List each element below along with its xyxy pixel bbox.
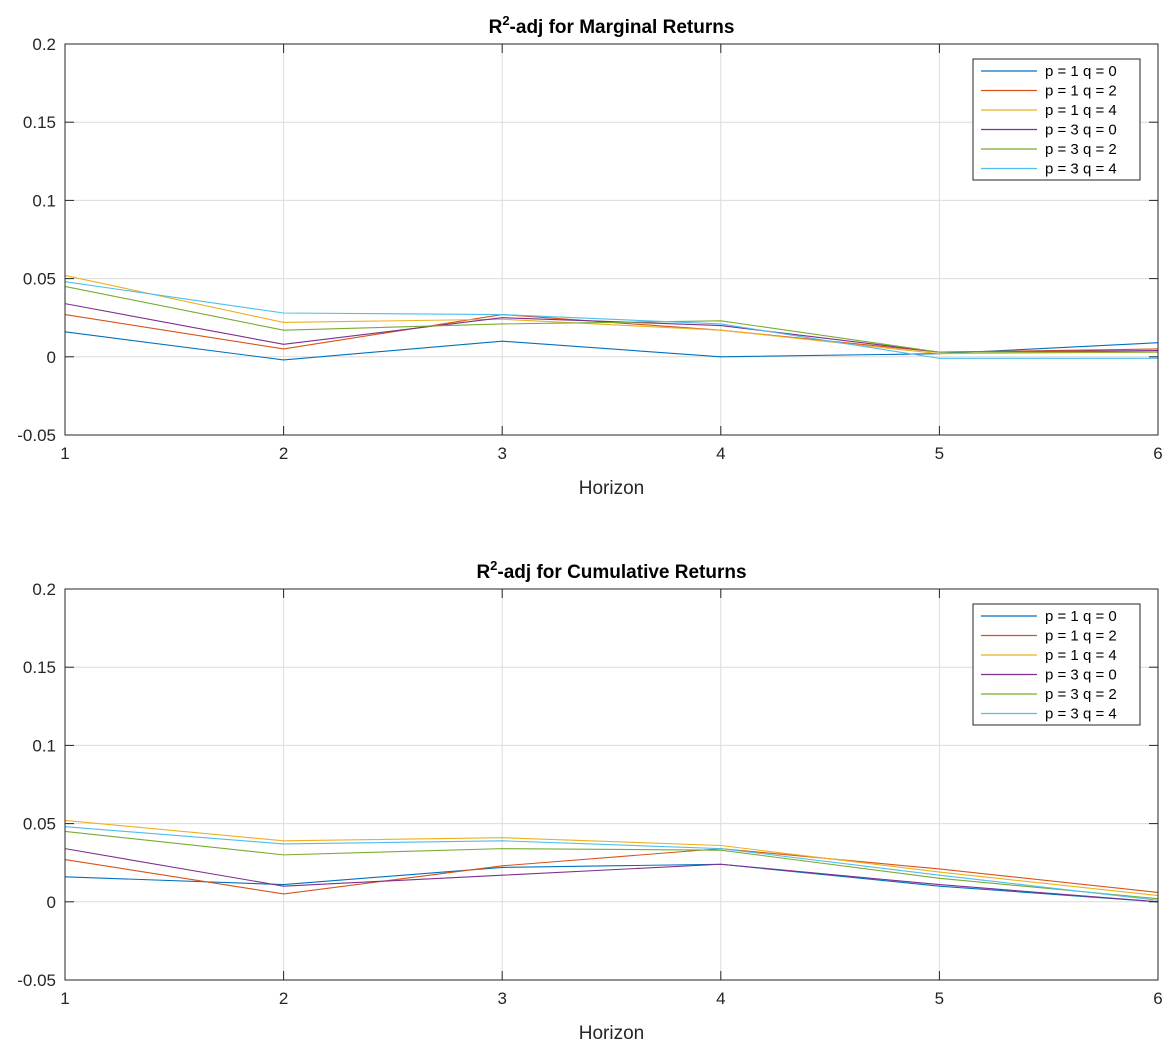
y-tick-label: 0.1 bbox=[32, 736, 56, 755]
chart-title: R2-adj for Cumulative Returns bbox=[476, 558, 746, 583]
series-line-1 bbox=[64, 863, 1159, 903]
legend: p = 1 q = 0 p = 1 q = 2 p = 1 q = 4 p = 3 q… bbox=[972, 603, 1141, 726]
legend-box bbox=[972, 603, 1141, 726]
axes-box bbox=[64, 588, 1159, 981]
legend-entry-6: p = 3 q = 4 bbox=[1045, 161, 1117, 178]
title-suffix: -adj for Cumulative Returns bbox=[497, 562, 746, 583]
series-line-5 bbox=[64, 285, 1158, 353]
legend-entry-3: p = 1 q = 4 bbox=[1045, 102, 1117, 119]
x-tick-label: 3 bbox=[497, 989, 506, 1008]
x-tick-label: 4 bbox=[716, 989, 725, 1008]
title-suffix: -adj for Marginal Returns bbox=[510, 17, 735, 38]
y-tick-label: 0.2 bbox=[32, 35, 56, 54]
legend-entry-3: p = 1 q = 4 bbox=[1045, 647, 1117, 664]
legend-entry-5: p = 3 q = 2 bbox=[1045, 686, 1117, 703]
series-line-2 bbox=[64, 848, 1159, 895]
title-superscript: 2 bbox=[490, 558, 497, 573]
x-axis-label: Horizon bbox=[579, 1023, 644, 1044]
series-line-4 bbox=[64, 848, 1159, 903]
x-tick-label: 5 bbox=[935, 444, 944, 463]
chart-title: R2-adj for Marginal Returns bbox=[489, 13, 735, 38]
x-tick-label: 5 bbox=[935, 989, 944, 1008]
y-tick-label: 0.15 bbox=[23, 658, 56, 677]
series-line-6 bbox=[64, 281, 1158, 359]
legend-entry-6: p = 3 q = 4 bbox=[1045, 706, 1117, 723]
y-tick-label: -0.05 bbox=[17, 971, 56, 990]
x-axis-label: Horizon bbox=[579, 478, 644, 499]
title-prefix: R bbox=[489, 17, 503, 38]
x-tick-label: 2 bbox=[279, 989, 288, 1008]
y-tick-label: -0.05 bbox=[17, 426, 56, 445]
legend-entry-4: p = 3 q = 0 bbox=[1045, 667, 1117, 684]
x-tick-label: 6 bbox=[1153, 989, 1162, 1008]
y-tick-label: 0.05 bbox=[23, 815, 56, 834]
legend-box bbox=[972, 58, 1141, 181]
legend: p = 1 q = 0 p = 1 q = 2 p = 1 q = 4 p = 3 q… bbox=[972, 58, 1141, 181]
title-prefix: R bbox=[476, 562, 490, 583]
x-tick-label: 2 bbox=[279, 444, 288, 463]
x-tick-label: 1 bbox=[60, 444, 69, 463]
legend-entry-4: p = 3 q = 0 bbox=[1045, 122, 1117, 139]
series-line-5 bbox=[64, 830, 1159, 900]
axes-box bbox=[64, 43, 1159, 436]
series-line-3 bbox=[64, 274, 1159, 355]
y-tick-label: 0.05 bbox=[23, 270, 56, 289]
chart-panel-2: 1 2 3 4 5 6-0.0500.050.10.150.2HorizonR2-adj … bbox=[17, 558, 1162, 1044]
y-tick-label: 0 bbox=[47, 893, 56, 912]
y-tick-label: 0.15 bbox=[23, 113, 56, 132]
legend-entry-2: p = 1 q = 2 bbox=[1045, 628, 1117, 645]
title-superscript: 2 bbox=[502, 13, 509, 28]
x-tick-label: 3 bbox=[497, 444, 506, 463]
chart-panel-1: 1 2 3 4 5 6-0.0500.050.10.150.2HorizonR2-adj … bbox=[17, 13, 1162, 499]
legend-entry-5: p = 3 q = 2 bbox=[1045, 141, 1117, 158]
legend-entry-1: p = 1 q = 0 bbox=[1045, 608, 1117, 625]
y-tick-label: 0.1 bbox=[32, 191, 56, 210]
legend-entry-1: p = 1 q = 0 bbox=[1045, 63, 1117, 80]
legend-entry-2: p = 1 q = 2 bbox=[1045, 83, 1117, 100]
y-tick-label: 0.2 bbox=[32, 580, 56, 599]
x-tick-label: 6 bbox=[1153, 444, 1162, 463]
x-tick-label: 4 bbox=[716, 444, 725, 463]
x-tick-label: 1 bbox=[60, 989, 69, 1008]
series-line-3 bbox=[64, 819, 1159, 897]
series-line-6 bbox=[64, 826, 1159, 901]
y-tick-label: 0 bbox=[47, 348, 56, 367]
